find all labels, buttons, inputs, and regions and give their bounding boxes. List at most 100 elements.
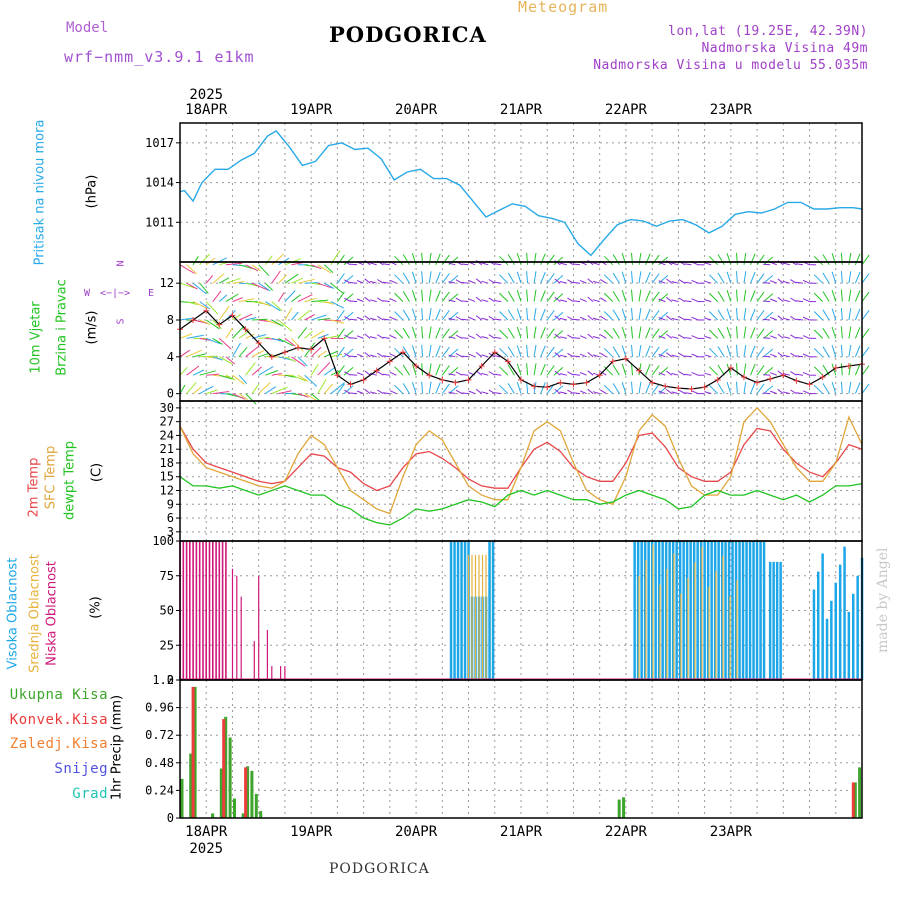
wind-arrow [245,345,260,358]
wind-arrow [573,300,581,303]
wind-arrow [704,280,712,284]
wind-arrow [258,382,271,394]
wind-arrow [382,336,390,339]
wind-arrow [291,356,306,367]
wind-arrow [621,326,627,339]
wind-arrow [212,356,223,361]
mid-cloud-bar [680,593,682,680]
low-cloud-bar [253,641,255,680]
bottom-day-label: 21APR [500,824,543,840]
wind-arrow [284,337,296,347]
high-cloud-bar [821,553,824,680]
wind-arrow [726,271,732,284]
wind-arrow [251,349,265,358]
wind-arrow [645,382,651,394]
wind-arrow [554,297,561,302]
mid-cloud-bar [485,554,487,680]
wind-arrow [278,319,293,332]
wind-arrow [356,390,364,395]
wind-arrow [592,317,600,321]
wind-arrow [651,328,660,339]
y-tick-label: 25 [160,638,174,652]
wind-arrow [691,279,699,284]
wind-arrow [678,279,686,284]
wind-arrow [671,354,679,358]
y-tick-label: 0.96 [145,701,174,715]
wind-arrow [212,273,225,284]
wind-arrow [861,365,870,376]
wind-arrow [704,354,712,358]
wind-arrow [651,346,660,358]
wind-arrow [736,381,738,394]
wind-arrow [777,333,784,339]
wind-arrow [533,308,537,321]
wind-arrow [559,317,568,321]
wind-arrow [540,327,546,339]
wind-arrow [770,390,777,395]
wind-arrow [603,329,614,339]
wind-arrow [441,346,450,358]
wind-arrow [343,385,354,394]
wind-arrow [199,355,218,358]
wind-arrow [494,281,502,284]
wind-arrow [377,315,384,321]
wind-arrow [271,386,288,395]
wind-arrow [579,298,587,303]
wind-arrow [291,338,304,352]
wind-arrow [665,333,673,339]
wind-arrow [795,392,804,395]
wind-arrow [795,337,804,339]
wind-arrow [389,371,397,376]
wind-arrow [350,318,358,321]
top-year-label: 2025 [189,87,223,103]
wind-arrow [441,328,450,339]
wind-arrow [377,279,384,284]
low-cloud-bar [280,666,282,680]
wind-arrow [344,316,351,321]
wind-arrow [763,311,774,321]
wind-arrow [212,391,230,395]
wind-arrow [488,334,496,339]
wind-arrow [369,372,377,376]
wind-arrow [684,300,692,303]
high-cloud-bar [710,541,713,680]
wind-arrow [507,364,515,376]
wind-arrow [665,352,673,358]
wind-gust-mark [491,349,498,356]
wind-arrow [516,271,522,284]
wind-arrow [658,256,669,266]
wind-arrow [763,282,771,284]
wind-arrow [567,297,574,303]
wind-arrow [225,327,234,339]
y-tick-label: 0.24 [145,783,174,797]
wind-arrow [717,364,725,376]
wind-arrow [777,296,784,302]
wind-arrow [271,301,283,312]
wind-arrow [455,352,463,358]
wind-arrow [330,353,343,358]
y-tick-label: 0 [167,387,174,401]
wind-arrow [494,336,502,339]
wind-arrow [526,289,529,302]
wind-arrow [428,271,432,284]
high-cloud-bar [460,541,463,680]
wind-arrow [317,282,332,289]
wind-arrow [600,278,607,284]
total-rain-bar [219,768,223,818]
y-tick-label: 6 [167,511,174,525]
wind-arrow [245,282,259,287]
wind-arrow [428,289,432,302]
wind-arrow [344,334,351,339]
wind-arrow [402,346,410,358]
wind-arrow [455,334,463,339]
wind-arrow [790,334,797,339]
y-tick-label: 0.72 [145,728,174,742]
wind-arrow [343,293,354,302]
wind-arrow [304,297,317,303]
wind-arrow [651,273,660,284]
mid-cloud-bar [666,569,668,680]
low-cloud-bar [236,575,238,681]
wind-arrow [861,273,870,284]
wind-arrow [343,311,354,321]
wind-arrow [179,333,193,339]
